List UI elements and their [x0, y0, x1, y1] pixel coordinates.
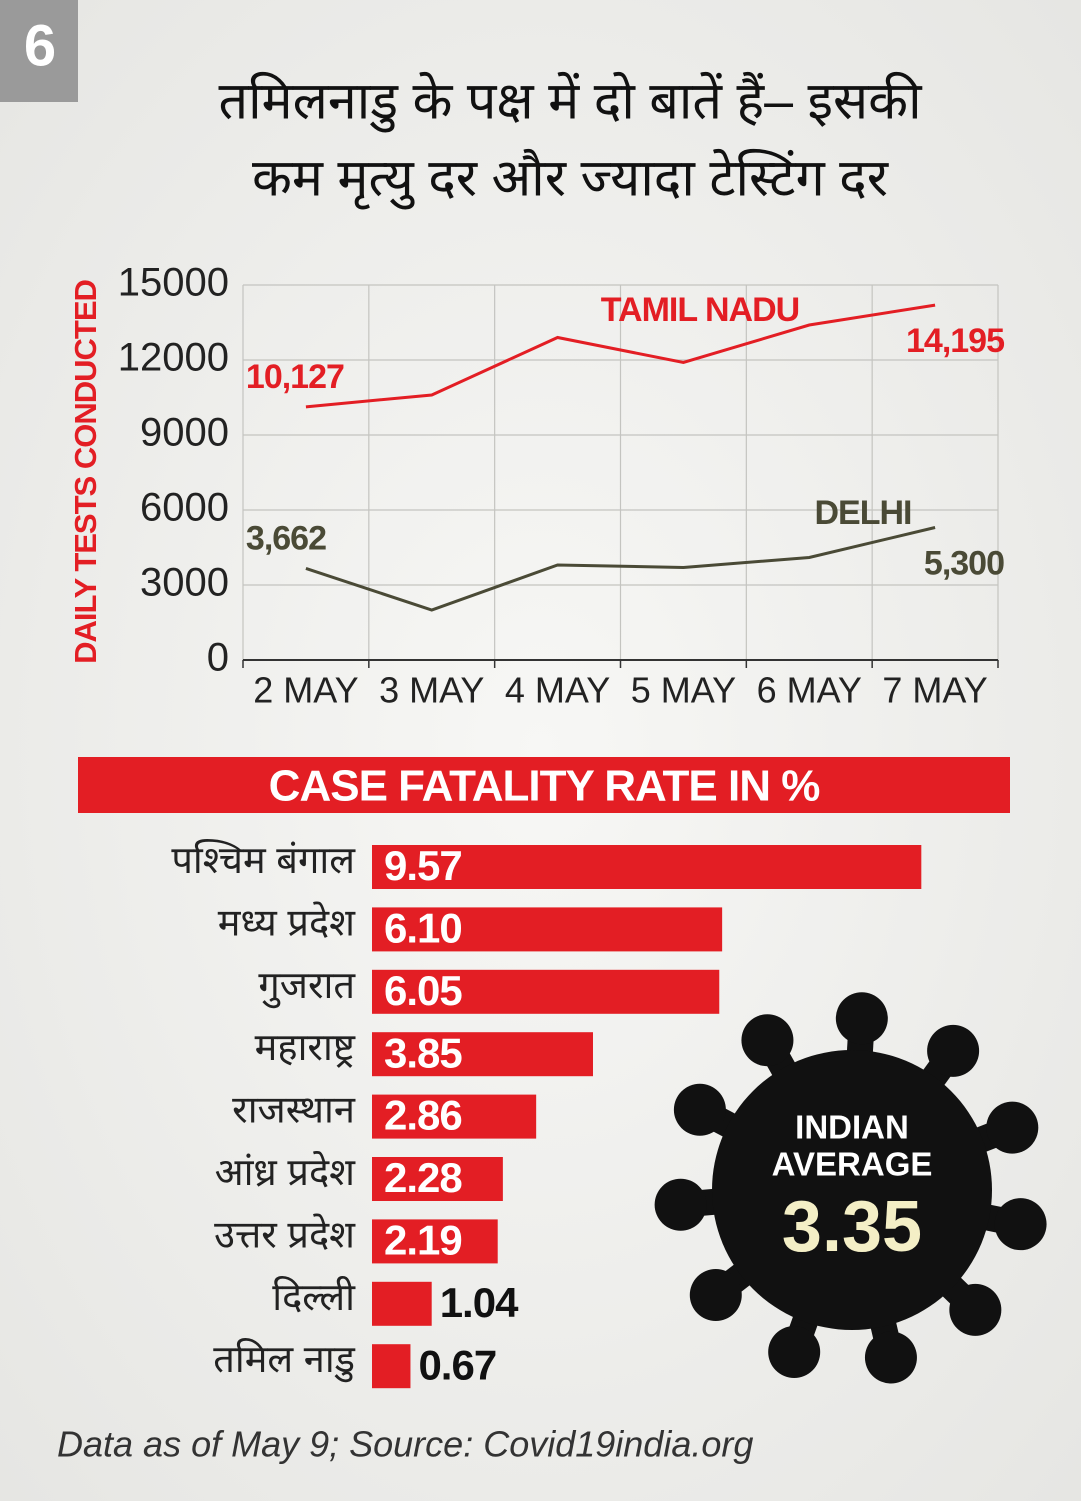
category-label: राजस्थान	[232, 1090, 356, 1132]
data-label: 14,195	[906, 322, 1004, 360]
x-tick-label: 2 MAY	[253, 670, 358, 711]
y-tick-label: 12000	[118, 336, 229, 380]
data-label: 6.05	[384, 967, 462, 1014]
x-tick-label: 6 MAY	[757, 670, 862, 711]
bar	[372, 845, 922, 889]
y-tick-label: 3000	[140, 561, 229, 605]
category-label: मध्य प्रदेश	[218, 900, 356, 944]
badge-box	[0, 0, 78, 102]
line-series	[305, 526, 936, 612]
x-tick-label: 5 MAY	[631, 670, 736, 711]
series-label: DELHI	[815, 494, 912, 532]
data-label: 0.67	[418, 1341, 496, 1388]
data-label: 3.85	[384, 1029, 462, 1076]
x-tick-label: 3 MAY	[379, 670, 484, 711]
data-label: 10,127	[246, 358, 344, 396]
bar	[372, 907, 723, 952]
category-label: गुजरात	[258, 965, 356, 1009]
virus-knob	[986, 1101, 1039, 1154]
headline: तमिलनाडु के पक्ष में दो बातें हैं– इसकी	[218, 72, 923, 133]
title-banner	[78, 757, 1010, 813]
headline: कम मृत्यु दर और ज्यादा टेस्टिंग दर	[252, 149, 890, 210]
category-label: तमिल नाडु	[213, 1337, 355, 1383]
badge: 6	[24, 13, 56, 78]
bar	[372, 1344, 411, 1389]
category-label: पश्चिम बंगाल	[171, 838, 356, 882]
virus-knob	[927, 1024, 980, 1077]
data-label: 5,300	[924, 544, 1004, 582]
data-label: 2.86	[384, 1092, 462, 1139]
category-label: उत्तर प्रदेश	[214, 1212, 356, 1256]
category-label: महाराष्ट्र	[255, 1027, 356, 1069]
virus-knob	[994, 1198, 1047, 1251]
chart-title: CASE FATALITY RATE IN %	[269, 762, 820, 811]
virus-knob	[673, 1083, 726, 1136]
data-label: 3,662	[246, 519, 326, 557]
virus-knob	[654, 1178, 707, 1231]
virus-knob	[741, 1014, 794, 1067]
y-axis-label: DAILY TESTS CONDUCTED	[68, 280, 103, 664]
y-tick-label: 6000	[140, 486, 229, 530]
virus-knob	[768, 1325, 821, 1378]
virus-knob	[835, 992, 888, 1045]
x-tick-label: 7 MAY	[882, 670, 987, 711]
data-label: 6.10	[384, 904, 462, 951]
bar	[372, 1157, 503, 1201]
data-label: 9.57	[384, 842, 462, 889]
x-tick-label: 4 MAY	[505, 670, 610, 711]
data-label: 2.28	[384, 1154, 462, 1201]
y-tick-label: 0	[207, 636, 229, 680]
callout-value: 3.35	[782, 1187, 922, 1267]
y-tick-label: 9000	[140, 411, 229, 455]
virus-knob	[949, 1283, 1002, 1336]
line-series	[305, 303, 936, 409]
callout-label: INDIAN	[795, 1109, 909, 1146]
data-label: 2.19	[384, 1216, 462, 1263]
category-label: आंध्र प्रदेश	[215, 1150, 357, 1194]
data-label: 1.04	[440, 1279, 519, 1326]
bar	[372, 1094, 537, 1139]
callout-label: AVERAGE	[772, 1146, 933, 1183]
bar	[372, 1032, 593, 1077]
virus-knob	[864, 1331, 917, 1384]
y-tick-label: 15000	[118, 261, 229, 305]
bar	[372, 1219, 498, 1264]
virus-body	[712, 1050, 992, 1330]
bar	[372, 969, 720, 1014]
category-label: दिल्ली	[272, 1275, 356, 1319]
source-note: Data as of May 9; Source: Covid19india.o…	[57, 1424, 753, 1465]
virus-knob	[689, 1269, 742, 1322]
bar	[372, 1281, 432, 1326]
series-label: TAMIL NADU	[601, 291, 799, 329]
